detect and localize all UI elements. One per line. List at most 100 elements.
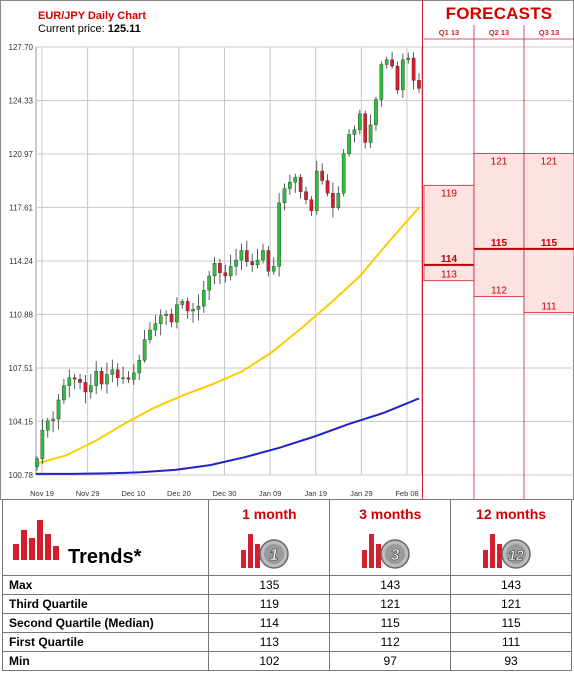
- forecast-band: [523, 153, 574, 313]
- candle-up: [67, 377, 72, 386]
- trend-col-label: 3 months: [359, 506, 422, 522]
- candle-up: [121, 377, 125, 379]
- candle-down: [126, 377, 131, 380]
- forecast-median-label: 114: [441, 254, 458, 265]
- candle-up: [336, 193, 341, 208]
- row-label: First Quartile: [1, 632, 210, 652]
- candle-down: [72, 377, 77, 380]
- eurjpy-chart: Q1 13 Q2 13 Q3 13 119 114 113 121 115 112 121 115 1…: [0, 0, 574, 500]
- trend-col-3months: 3 months 3: [329, 499, 452, 576]
- y-tick-label: 100.78: [9, 471, 34, 480]
- row-label: Second Quartile (Median): [1, 613, 210, 633]
- candle-down: [266, 250, 271, 272]
- row-value: 97: [329, 651, 452, 671]
- forecast-lower-label: 111: [541, 302, 557, 313]
- forecast-median-label: 115: [491, 238, 508, 249]
- trend-col-1month: 1 month 1: [208, 499, 331, 576]
- forecast-panel: Q1 13 Q2 13 Q3 13 119 114 113 121 115 112 121 115 1…: [422, 0, 574, 500]
- forecast-band: [423, 184, 475, 282]
- candle-up: [207, 275, 211, 291]
- row-value: 115: [329, 613, 452, 633]
- candle-down: [331, 193, 335, 208]
- candle-down: [223, 272, 228, 277]
- candle-up: [293, 177, 298, 183]
- candle-up: [175, 304, 179, 323]
- row-value: 119: [208, 594, 331, 614]
- x-tick-label: Dec 10: [121, 489, 145, 498]
- candle-down: [309, 199, 314, 211]
- candle-up: [368, 124, 373, 143]
- candle-down: [115, 369, 120, 378]
- candle-up: [384, 59, 389, 65]
- row-value: 135: [208, 575, 331, 595]
- trends-row-max: Max 135 143 143: [1, 575, 572, 595]
- candle-up: [110, 369, 115, 375]
- row-value: 121: [450, 594, 572, 614]
- candle-down: [417, 80, 421, 89]
- badge-text: 1: [270, 547, 279, 564]
- y-tick-label: 114.24: [9, 257, 33, 266]
- row-value: 102: [208, 651, 331, 671]
- candle-down: [390, 59, 394, 67]
- candle-up: [379, 64, 384, 100]
- candle-up: [35, 458, 39, 467]
- candle-up: [261, 250, 265, 261]
- candle-up: [374, 99, 378, 126]
- row-value: 143: [329, 575, 452, 595]
- candle-down: [395, 65, 400, 91]
- candle-up: [358, 113, 362, 130]
- candle-up: [314, 170, 319, 211]
- candle-up: [239, 250, 244, 261]
- y-tick-label: 124.33: [9, 97, 34, 106]
- candle-up: [196, 305, 201, 310]
- candle-up: [180, 301, 185, 305]
- trends-table: Trends* 1 month 1 3 months: [1, 499, 572, 671]
- candle-up: [271, 266, 276, 272]
- candle-up: [277, 202, 281, 267]
- bar-chart-icon: [13, 520, 59, 560]
- forecasts-title: FORECASTS: [445, 4, 553, 23]
- candle-down: [298, 177, 303, 192]
- candle-up: [137, 360, 142, 374]
- candle-up: [234, 259, 238, 267]
- candle-up: [105, 374, 109, 385]
- row-value: 115: [450, 613, 572, 633]
- candle-up: [352, 129, 357, 135]
- row-value: 121: [329, 594, 452, 614]
- candle-down: [99, 371, 104, 385]
- candlesticks: [35, 51, 421, 471]
- forecast-lower-label: 112: [491, 286, 507, 297]
- forecast-col-label: Q2 13: [489, 28, 509, 37]
- chart-title: EUR/JPY Daily Chart: [38, 10, 147, 22]
- candle-up: [164, 313, 168, 316]
- y-tick-label: 107.51: [9, 364, 34, 373]
- candle-up: [341, 153, 346, 194]
- current-price-label: Current price:: [38, 23, 105, 35]
- candle-down: [169, 313, 174, 323]
- candle-up: [56, 399, 61, 420]
- trends-header-row: Trends* 1 month 1 3 months: [1, 499, 572, 576]
- y-tick-label: 104.15: [9, 417, 34, 426]
- candle-down: [411, 57, 416, 81]
- candle-down: [320, 170, 324, 181]
- trends-title-cell: Trends*: [1, 499, 210, 576]
- candle-down: [363, 113, 368, 143]
- trend-1month-icon: 1: [241, 534, 290, 569]
- candle-up: [45, 420, 50, 431]
- trends-row-min: Min 102 97 93: [1, 651, 572, 671]
- row-value: 114: [208, 613, 331, 633]
- candle-up: [153, 323, 158, 331]
- row-label: Min: [1, 651, 210, 671]
- row-value: 113: [208, 632, 331, 652]
- candle-down: [83, 382, 88, 393]
- candle-down: [78, 379, 82, 383]
- x-tick-label: Nov 19: [30, 489, 54, 498]
- candle-up: [62, 385, 66, 401]
- candle-up: [40, 429, 45, 459]
- candle-up: [51, 418, 55, 421]
- forecast-median-label: 115: [541, 238, 558, 249]
- candle-up: [228, 266, 233, 277]
- x-tick-label: Dec 30: [213, 489, 237, 498]
- trend-col-label: 1 month: [242, 506, 297, 522]
- row-label: Third Quartile: [1, 594, 210, 614]
